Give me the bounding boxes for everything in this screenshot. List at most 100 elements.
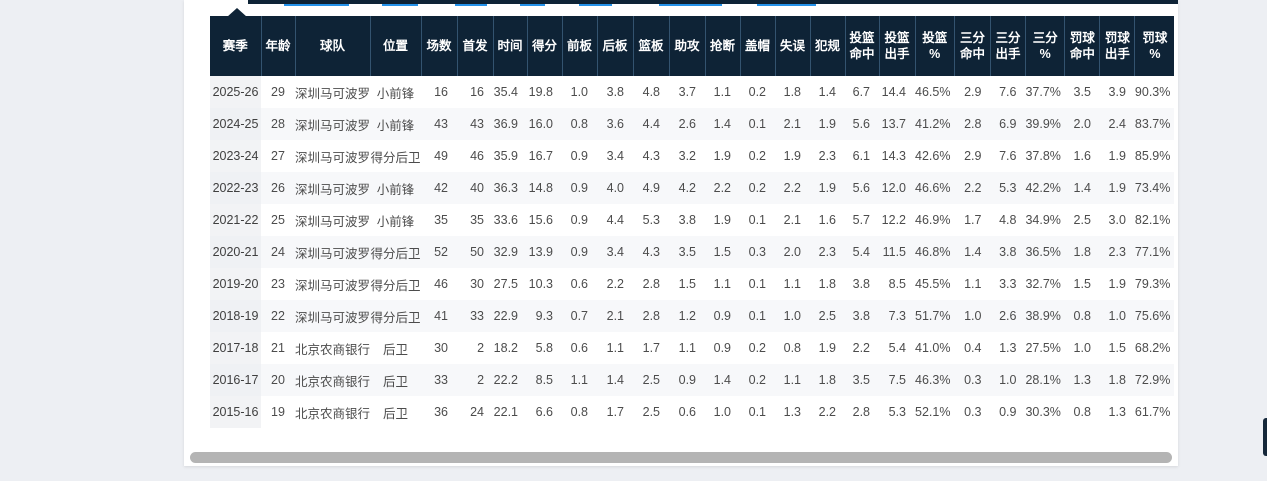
cell-off_reb: 0.9 bbox=[570, 213, 589, 227]
cell-off_reb: 1.1 bbox=[562, 364, 598, 396]
cell-age: 20 bbox=[261, 364, 295, 396]
cell-steals: 0.9 bbox=[713, 341, 732, 355]
cell-def_reb: 1.1 bbox=[606, 341, 625, 355]
column-header-fouls: 犯规 bbox=[810, 16, 846, 76]
cell-tpm: 1.7 bbox=[964, 213, 982, 227]
cell-def_reb: 3.8 bbox=[606, 85, 625, 99]
cell-ftm: 0.8 bbox=[1064, 300, 1100, 332]
table-row: 2023-24 27 深圳马可波罗 得分后卫 49 46 35.9 16.7 0.9 3.4 4.3… bbox=[210, 140, 1174, 172]
column-header-minutes: 时间 bbox=[493, 16, 528, 76]
cell-season: 2019-20 bbox=[210, 268, 261, 300]
cell-tp_pct: 38.9% bbox=[1025, 300, 1065, 332]
vertical-scrollbar-thumb[interactable] bbox=[1263, 418, 1267, 456]
cell-ftm: 1.0 bbox=[1073, 341, 1091, 355]
cell-team: 北京农商银行 bbox=[295, 364, 371, 396]
nav-tab-underline[interactable] bbox=[659, 4, 722, 6]
cell-fgm: 3.8 bbox=[845, 300, 880, 332]
column-header-position: 位置 bbox=[370, 16, 422, 76]
cell-off_reb: 0.8 bbox=[570, 405, 589, 419]
cell-ftm: 1.6 bbox=[1073, 149, 1091, 163]
table-row: 2015-16 19 北京农商银行 后卫 36 24 22.1 6.6 0.8 1.7 2.5 0.6… bbox=[210, 396, 1174, 428]
column-header-games: 场数 bbox=[421, 16, 458, 76]
cell-blocks: 0.1 bbox=[748, 277, 767, 291]
cell-season: 2023-24 bbox=[210, 140, 261, 172]
cell-games: 52 bbox=[421, 236, 458, 268]
column-header-off_reb: 前板 bbox=[562, 16, 598, 76]
table-row: 2017-18 21 北京农商银行 后卫 30 2 18.2 5.8 0.6 1.1 1.7 1.1 0… bbox=[210, 332, 1174, 364]
cell-fga: 11.5 bbox=[879, 236, 916, 268]
cell-games: 35 bbox=[434, 213, 449, 227]
cell-blocks: 0.3 bbox=[740, 236, 776, 268]
cell-team: 深圳马可波罗 bbox=[295, 86, 371, 101]
nav-tab-underline[interactable] bbox=[520, 4, 545, 6]
cell-position: 后卫 bbox=[370, 364, 422, 396]
cell-turnovers: 2.1 bbox=[783, 213, 802, 227]
cell-off_reb: 0.8 bbox=[562, 108, 598, 140]
cell-blocks: 0.1 bbox=[740, 300, 776, 332]
cell-off_reb: 0.9 bbox=[562, 236, 598, 268]
cell-def_reb: 2.2 bbox=[606, 277, 625, 291]
cell-fouls: 1.8 bbox=[810, 364, 846, 396]
cell-starts: 2 bbox=[457, 364, 494, 396]
cell-fouls: 2.3 bbox=[818, 149, 837, 163]
column-header-fgm: 投篮 命中 bbox=[845, 16, 880, 76]
cell-season: 2022-23 bbox=[210, 172, 261, 204]
cell-fg_pct: 41.2% bbox=[915, 108, 955, 140]
cell-age: 24 bbox=[261, 236, 295, 268]
cell-ftm: 2.0 bbox=[1064, 108, 1100, 140]
cell-tp_pct: 37.7% bbox=[1025, 85, 1061, 99]
cell-fg_pct: 41.0% bbox=[915, 341, 951, 355]
cell-minutes: 22.2 bbox=[493, 364, 528, 396]
cell-turnovers: 1.8 bbox=[783, 85, 802, 99]
cell-steals: 1.4 bbox=[705, 108, 741, 140]
cell-ftm: 1.4 bbox=[1064, 172, 1100, 204]
horizontal-scrollbar-thumb[interactable] bbox=[190, 452, 1172, 463]
cell-points: 5.8 bbox=[535, 341, 554, 355]
nav-tab-underline[interactable] bbox=[455, 4, 487, 6]
table-row: 2020-21 24 深圳马可波罗 得分后卫 52 50 32.9 13.9 0.9 3.4 4.3… bbox=[210, 236, 1175, 268]
cell-minutes: 33.6 bbox=[493, 213, 519, 227]
cell-off_reb: 0.9 bbox=[570, 149, 589, 163]
cell-def_reb: 1.7 bbox=[606, 405, 625, 419]
cell-season: 2018-19 bbox=[210, 300, 261, 332]
cell-assists: 1.5 bbox=[678, 277, 697, 291]
cell-season: 2016-17 bbox=[210, 364, 261, 396]
cell-team: 深圳马可波罗 bbox=[295, 214, 371, 229]
cell-def_reb: 2.1 bbox=[597, 300, 634, 332]
cell-points: 13.9 bbox=[527, 236, 563, 268]
cell-age: 29 bbox=[271, 85, 285, 99]
nav-tab-underline[interactable] bbox=[284, 4, 349, 6]
cell-starts: 40 bbox=[457, 172, 494, 204]
cell-ft_pct: 83.7% bbox=[1134, 108, 1175, 140]
cell-assists: 3.5 bbox=[669, 236, 706, 268]
cell-fg_pct: 46.6% bbox=[915, 172, 955, 204]
cell-blocks: 0.2 bbox=[748, 149, 767, 163]
cell-tp_pct: 32.7% bbox=[1025, 277, 1061, 291]
cell-age: 28 bbox=[261, 108, 295, 140]
cell-tp_pct: 36.5% bbox=[1025, 236, 1065, 268]
cell-points: 19.8 bbox=[528, 85, 554, 99]
cell-fg_pct: 42.6% bbox=[915, 149, 951, 163]
cell-fg_pct: 46.5% bbox=[915, 85, 951, 99]
cell-age: 25 bbox=[271, 213, 285, 227]
active-tab-pointer-icon bbox=[227, 8, 247, 17]
cell-turnovers: 0.8 bbox=[783, 341, 802, 355]
cell-assists: 2.6 bbox=[669, 108, 706, 140]
nav-tab-underline[interactable] bbox=[757, 4, 816, 6]
nav-tab-underline[interactable] bbox=[382, 4, 418, 6]
nav-tab-underline[interactable] bbox=[579, 4, 612, 6]
cell-minutes: 22.1 bbox=[493, 405, 519, 419]
table-row: 2018-19 22 深圳马可波罗 得分后卫 41 33 22.9 9.3 0.7 2.1 2.8 1… bbox=[210, 300, 1175, 332]
cell-ft_pct: 75.6% bbox=[1134, 300, 1175, 332]
cell-starts: 2 bbox=[477, 341, 485, 355]
cell-position: 小前锋 bbox=[376, 86, 415, 101]
cell-assists: 3.8 bbox=[678, 213, 697, 227]
cell-fouls: 1.6 bbox=[818, 213, 837, 227]
cell-position: 小前锋 bbox=[370, 108, 422, 140]
cell-fgm: 2.2 bbox=[852, 341, 871, 355]
cell-fouls: 1.9 bbox=[810, 108, 846, 140]
column-header-ft_pct: 罚球% bbox=[1134, 16, 1175, 76]
cell-tpa: 5.3 bbox=[990, 172, 1026, 204]
cell-fgm: 5.6 bbox=[845, 172, 880, 204]
cell-fta: 1.5 bbox=[1108, 341, 1126, 355]
